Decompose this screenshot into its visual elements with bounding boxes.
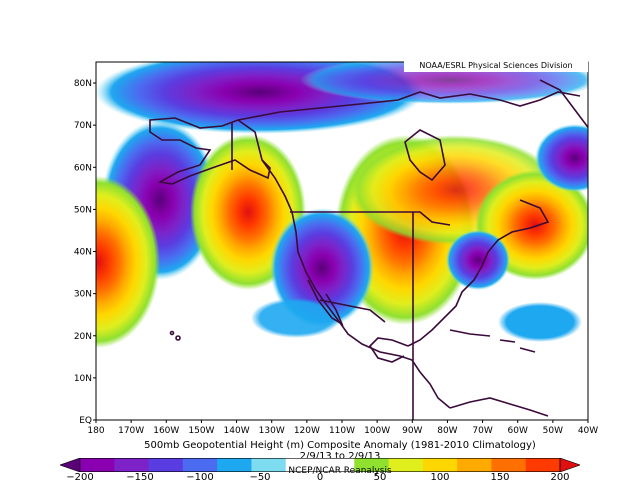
lon-label: 120W	[294, 426, 320, 436]
anomaly-field	[96, 62, 588, 348]
lat-label: 60N	[74, 163, 92, 173]
coast-east	[407, 199, 550, 347]
date-range: 2/9/13 to 2/9/13	[299, 451, 381, 462]
lon-label: 60W	[508, 426, 528, 436]
colorbar-swatch	[251, 458, 287, 472]
lon-label: 80W	[437, 426, 457, 436]
credit-label: NOAA/ESRL Physical Sciences Division	[404, 60, 588, 72]
lon-label: 90W	[402, 426, 422, 436]
lon-label: 140W	[224, 426, 250, 436]
colorbar-tick-label: −200	[66, 472, 94, 483]
lat-axis: 80N 70N 60N 50N 40N 30N 20N 10N EQ	[74, 79, 96, 426]
colorbar-tick-label: 100	[430, 472, 450, 483]
colorbar-swatch	[217, 458, 252, 472]
hawaii	[175, 335, 181, 341]
lat-label: 80N	[74, 79, 92, 89]
colorbar-labels: −200 −150 −100 −50 0 50 100 150 200	[60, 472, 580, 486]
colorbar-swatch	[422, 458, 458, 472]
colorbar-swatch	[114, 458, 150, 472]
hawaii-2	[169, 330, 175, 336]
source-label: NCEP/NCAR Reanalysis	[288, 466, 392, 476]
colorbar-swatch	[388, 458, 424, 472]
colorbar-swatch	[354, 458, 390, 472]
lon-label: 130W	[259, 426, 285, 436]
lat-label: 70N	[74, 121, 92, 131]
coast-caribbean	[449, 329, 536, 353]
lat-label: EQ	[79, 416, 92, 426]
colorbar-swatch	[148, 458, 184, 472]
lon-label: 110W	[329, 426, 355, 436]
lon-label: 70W	[472, 426, 492, 436]
colorbar-tick-label: 150	[490, 472, 510, 483]
coast-baja	[307, 279, 344, 326]
colorbar-tick-label: 50	[373, 472, 387, 483]
coast-arctic	[237, 91, 581, 121]
lon-label: 100W	[364, 426, 390, 436]
colorbar-swatch	[491, 458, 527, 472]
coast-greenland	[539, 79, 588, 160]
lat-label: 10N	[74, 374, 92, 384]
colorbar-swatch	[320, 458, 355, 472]
lat-label: 40N	[74, 248, 92, 258]
anomaly-atlantic-low	[498, 302, 582, 342]
colorbar-tick-label: −150	[126, 472, 154, 483]
lon-label: 170W	[118, 426, 144, 436]
lon-label: 150W	[188, 426, 214, 436]
border-us-canada	[290, 211, 451, 226]
colorbar-tick-label: −100	[186, 472, 214, 483]
colorbar-swatch	[80, 458, 115, 472]
coastlines	[149, 79, 588, 420]
lon-label: 40W	[578, 426, 598, 436]
colorbar-outline	[79, 458, 561, 472]
anomaly-labrador-low	[535, 124, 588, 192]
lat-label: 20N	[74, 332, 92, 342]
colorbar-tick-label: 200	[550, 472, 570, 483]
lon-axis: 180 170W 160W 150W 140W 130W 120W 110W 100W 90W 80…	[87, 420, 598, 436]
border-us-mexico	[319, 299, 386, 323]
colorbar	[60, 458, 580, 472]
coast-hudson	[404, 129, 446, 182]
colorbar-swatch	[285, 458, 321, 472]
anomaly-arctic-band	[300, 62, 588, 104]
anomaly-pacific-weak-low	[251, 298, 341, 338]
coast-gulf	[368, 337, 409, 363]
lat-label: 50N	[74, 205, 92, 215]
anomaly-dateline-ridge	[96, 176, 160, 348]
lon-label: 50W	[543, 426, 563, 436]
colorbar-tick-label: 0	[316, 472, 324, 483]
colorbar-swatch	[457, 458, 492, 472]
lat-label: 30N	[74, 290, 92, 300]
map-title: 500mb Geopotential Height (m) Composite …	[144, 440, 536, 451]
colorbar-swatch	[182, 458, 218, 472]
colorbar-tick-label: −50	[249, 472, 271, 483]
coast-south-america	[449, 397, 549, 417]
colorbar-swatch	[525, 458, 561, 472]
lon-label: 180	[87, 426, 104, 436]
lon-label: 160W	[153, 426, 179, 436]
